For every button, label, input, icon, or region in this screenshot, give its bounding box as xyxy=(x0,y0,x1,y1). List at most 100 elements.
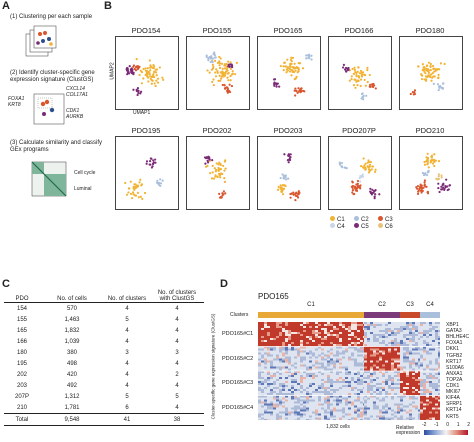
heatmap-cell xyxy=(385,377,388,379)
heatmap-cell xyxy=(435,344,438,346)
heatmap-cell xyxy=(426,409,429,412)
heatmap-cell xyxy=(291,405,294,408)
heatmap-cell xyxy=(373,395,376,398)
umap-point xyxy=(133,183,136,186)
scale-tick: 2 xyxy=(467,422,470,428)
genes-right-bot: CDK1 AURKB xyxy=(66,108,83,120)
heatmap-cell xyxy=(282,387,285,389)
heatmap-cell xyxy=(418,326,421,328)
heatmap-cell xyxy=(403,405,406,408)
heatmap-cell xyxy=(279,385,282,387)
heatmap-cell xyxy=(339,328,342,330)
heatmap-cell xyxy=(385,368,388,371)
heatmap-cell xyxy=(267,354,270,357)
heatmap-cell xyxy=(348,326,351,328)
heatmap-cell xyxy=(435,352,438,355)
heatmap-cell xyxy=(409,340,412,342)
heatmap-cell xyxy=(423,407,426,410)
heatmap-cell xyxy=(354,411,357,414)
heatmap-cell xyxy=(285,405,288,408)
heatmap-cell xyxy=(409,415,412,418)
umap-point xyxy=(418,186,422,189)
heatmap-cell xyxy=(388,340,391,342)
heatmap-cell xyxy=(429,381,432,383)
heatmap-cell xyxy=(339,379,342,381)
gene-label: KRT5 xyxy=(446,413,459,420)
heatmap-cell xyxy=(294,379,297,381)
heatmap-cell xyxy=(336,348,339,351)
heatmap-cell xyxy=(279,348,282,351)
table-cell: 5 xyxy=(175,393,179,400)
heatmap-cell xyxy=(288,344,291,346)
umap-point xyxy=(223,84,226,87)
heatmap-cell xyxy=(312,346,315,349)
heatmap-cell xyxy=(376,346,379,349)
heatmap-cell xyxy=(318,375,321,377)
heatmap-cell xyxy=(264,371,267,373)
heatmap-cell xyxy=(360,407,363,410)
heatmap-cell xyxy=(291,399,294,402)
umap-point xyxy=(432,67,435,70)
umap-point xyxy=(411,91,414,94)
heatmap-cell xyxy=(279,368,282,371)
heatmap-cell xyxy=(360,356,363,359)
heatmap-cell xyxy=(348,375,351,377)
heatmap-cell xyxy=(364,393,367,395)
heatmap-cell xyxy=(409,393,412,395)
heatmap-cell xyxy=(279,346,282,349)
heatmap-cell xyxy=(418,368,421,371)
heatmap-cell xyxy=(318,413,321,416)
heatmap-cell xyxy=(409,328,412,330)
heatmap-cell xyxy=(291,393,294,395)
heatmap-cell xyxy=(415,399,418,402)
heatmap-cell xyxy=(282,379,285,381)
heatmap-cell xyxy=(279,375,282,377)
heatmap-cell xyxy=(426,326,429,328)
heatmap-cell xyxy=(420,419,423,420)
heatmap-cell xyxy=(285,364,288,367)
heatmap-cell xyxy=(264,419,267,420)
heatmap-cell xyxy=(330,350,333,353)
heatmap-cell xyxy=(288,413,291,416)
heatmap-cell xyxy=(336,328,339,330)
heatmap-cell xyxy=(373,328,376,330)
heatmap-cell xyxy=(336,326,339,328)
heatmap-cell xyxy=(285,385,288,387)
umap-point xyxy=(149,69,152,72)
heatmap-cell xyxy=(432,379,435,381)
heatmap-cell xyxy=(276,403,279,406)
umap-point xyxy=(373,197,376,200)
heatmap-cell xyxy=(357,377,360,379)
heatmap-cell xyxy=(288,379,291,381)
umap-point xyxy=(149,65,153,69)
heatmap-cell xyxy=(270,324,273,326)
heatmap-cell xyxy=(391,377,394,379)
heatmap-cell xyxy=(435,340,438,342)
scale-tick: -1 xyxy=(434,422,439,428)
heatmap-row-label: PDO165#C4 xyxy=(222,404,254,411)
heatmap-cell xyxy=(345,336,348,338)
heatmap-cell xyxy=(400,403,403,406)
heatmap-cell xyxy=(261,393,264,395)
umap-point xyxy=(209,172,212,175)
heatmap-cell xyxy=(291,328,294,330)
heatmap-cell xyxy=(276,389,279,391)
heatmap-cell xyxy=(412,397,415,400)
heatmap-cell xyxy=(415,385,418,387)
umap-point xyxy=(431,162,435,165)
umap-point xyxy=(360,74,363,78)
heatmap-cell xyxy=(400,348,403,351)
heatmap-cell xyxy=(294,393,297,395)
heatmap-cell xyxy=(351,385,354,387)
heatmap-cell xyxy=(360,399,363,402)
heatmap-cell xyxy=(406,322,409,324)
heatmap-cell xyxy=(264,375,267,377)
heatmap-cell xyxy=(342,417,345,420)
heatmap-cell xyxy=(388,375,391,377)
heatmap-cell xyxy=(342,368,345,371)
heatmap-cell xyxy=(285,356,288,359)
heatmap-y-label: Cluster-specific gene expression signatu… xyxy=(210,313,216,420)
heatmap-cell xyxy=(330,385,333,387)
heatmap-cell xyxy=(264,356,267,359)
heatmap-cell xyxy=(315,328,318,330)
